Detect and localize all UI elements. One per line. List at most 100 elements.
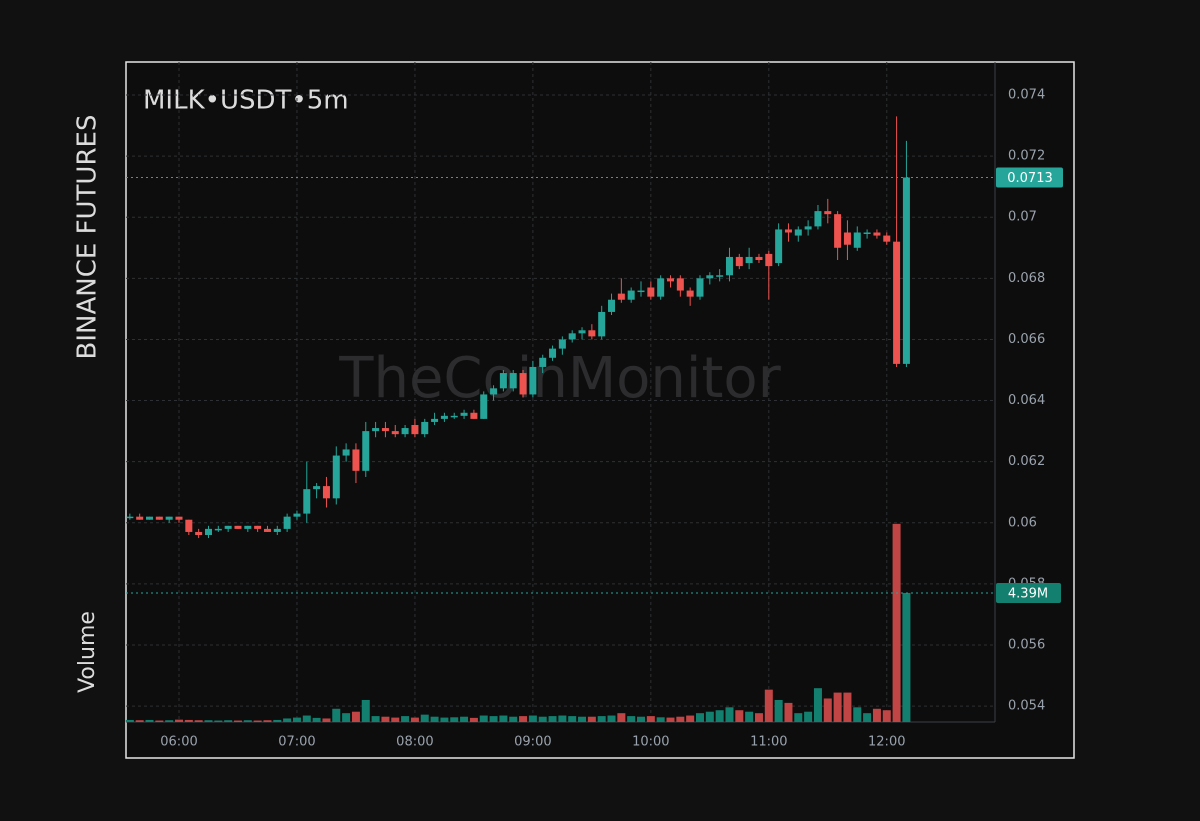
volume-bar (263, 720, 272, 722)
volume-bar (597, 716, 606, 722)
candle-body (529, 366, 537, 395)
candle-body (195, 531, 203, 535)
volume-bar (538, 716, 547, 722)
candle-body (784, 229, 792, 233)
candle-body (381, 428, 389, 432)
candle-body (204, 528, 212, 535)
candle-body (716, 275, 724, 277)
y-tick-label: 0.074 (1008, 88, 1045, 103)
candle-body (460, 412, 468, 416)
last-price-label: 0.0713 (1007, 171, 1053, 186)
candle-body (480, 394, 488, 419)
volume-bar (302, 715, 311, 722)
volume-bar (843, 692, 852, 722)
volume-bar (804, 711, 813, 722)
candle-body (214, 528, 222, 531)
candle-body (883, 235, 891, 242)
candle-body (568, 333, 576, 340)
candle-body (755, 256, 763, 260)
volume-bar (401, 716, 410, 722)
volume-bar (125, 719, 134, 722)
candle-body (342, 449, 350, 456)
candle-body (863, 232, 871, 234)
candle-body (224, 525, 232, 529)
candle-body (273, 528, 281, 532)
candle-body (155, 516, 163, 520)
candle-body (627, 290, 635, 300)
volume-bar (863, 713, 872, 722)
volume-bar (764, 689, 773, 722)
volume-bar (420, 714, 429, 722)
candle-body (598, 311, 606, 337)
volume-bar (283, 718, 292, 722)
candle-body (136, 516, 144, 520)
volume-bar (784, 702, 793, 722)
volume-bar (617, 713, 626, 722)
candle-body (313, 486, 321, 490)
volume-bar (292, 717, 301, 722)
last-price-tag (996, 167, 1063, 188)
volume-bar (578, 716, 587, 722)
volume-bar (145, 719, 154, 722)
candle-body (391, 431, 399, 435)
last-volume-tag (996, 582, 1061, 603)
candle-body (352, 449, 360, 471)
candle-body (775, 229, 783, 264)
volume-bar (627, 716, 636, 722)
candle-body (303, 489, 311, 514)
volume-bar (676, 716, 685, 722)
volume-bar (361, 699, 370, 722)
candle-body (244, 525, 252, 529)
volume-bar (410, 717, 419, 722)
exchange-label: BINANCE FUTURES (73, 115, 103, 360)
candle-body (411, 425, 419, 435)
volume-bar (587, 716, 596, 722)
volume-bar (686, 715, 695, 722)
candle-body (706, 275, 714, 279)
volume-bar (558, 715, 567, 722)
candle-body (804, 226, 812, 230)
candle-body (332, 455, 340, 499)
candle-body (362, 431, 370, 471)
candle-body (490, 388, 498, 395)
candle-body (165, 516, 173, 520)
candle-body (735, 256, 743, 267)
candle-body (843, 232, 851, 245)
volume-bar (322, 718, 331, 722)
candle-body (667, 278, 674, 282)
candle-body (450, 415, 458, 418)
volume-bar (774, 699, 783, 722)
volume-bar (332, 708, 341, 722)
chart-title: MILK•USDT•5m (143, 86, 349, 116)
candle-body (893, 241, 901, 364)
candle-body (794, 229, 802, 236)
volume-bar (204, 720, 213, 722)
volume-bar (351, 711, 360, 722)
candle-body (549, 348, 557, 358)
x-tick-label: 10:00 (632, 735, 669, 750)
volume-bar (440, 717, 449, 722)
volume-bar (754, 713, 763, 722)
candle-body (263, 528, 271, 532)
candle-body (725, 256, 733, 276)
candle-body (431, 418, 439, 422)
candle-body (853, 232, 861, 248)
candle-body (814, 211, 822, 227)
volume-bar (371, 716, 380, 722)
volume-bar (135, 720, 144, 722)
candle-body (146, 516, 154, 520)
y-tick-label: 0.066 (1008, 332, 1045, 347)
volume-bar (823, 698, 832, 722)
volume-bar (695, 713, 704, 722)
x-tick-label: 07:00 (278, 735, 315, 750)
volume-bar (646, 716, 655, 722)
candle-body (696, 278, 704, 297)
volume-bar (381, 716, 390, 722)
candle-body (608, 299, 616, 312)
volume-bar (430, 716, 439, 722)
candle-body (765, 253, 773, 267)
candle-body (558, 339, 566, 349)
candle-body (499, 373, 507, 389)
candle-body (637, 290, 645, 293)
